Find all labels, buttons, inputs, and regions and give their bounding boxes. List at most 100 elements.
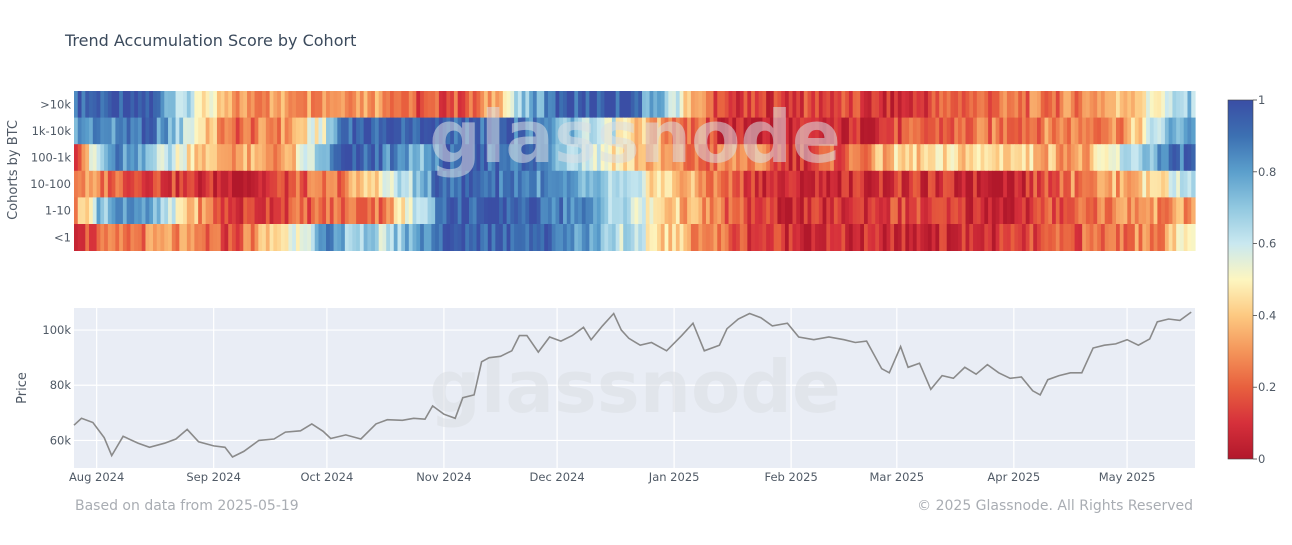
heatmap-cell [894, 144, 899, 172]
heatmap-cell [867, 197, 873, 225]
heatmap-cell [969, 91, 974, 118]
heatmap-cell [536, 144, 542, 172]
heatmap-cell [1100, 170, 1106, 198]
heatmap-cell [897, 117, 903, 145]
heatmap-cell [657, 91, 662, 118]
heatmap-cell [781, 224, 786, 251]
heatmap-cell [826, 170, 831, 198]
heatmap-cell [1104, 144, 1110, 172]
heatmap-cell [446, 224, 451, 251]
heatmap-cell [322, 224, 327, 251]
heatmap-cell [705, 170, 711, 198]
heatmap-cell [295, 117, 301, 145]
heatmap-cell [405, 170, 410, 198]
heatmap-cell [401, 117, 406, 145]
heatmap-cell [1138, 170, 1143, 198]
heatmap-cell [600, 91, 605, 118]
heatmap-cell [781, 197, 786, 225]
heatmap-cell [1059, 91, 1064, 118]
heatmap-cell [623, 144, 628, 172]
colorbar-tick-label: 1 [1258, 93, 1265, 107]
heatmap-cell [890, 170, 895, 198]
heatmap-cell [367, 197, 372, 225]
heatmap-cell [608, 224, 613, 251]
heatmap-cell [243, 197, 248, 225]
heatmap-cell [1059, 144, 1064, 172]
heatmap-cell [1085, 197, 1091, 225]
heatmap-cell [134, 144, 139, 172]
heatmap-cell [333, 117, 338, 145]
heatmap-cell [510, 197, 515, 225]
heatmap-cell [1112, 170, 1117, 198]
heatmap-cell [510, 224, 515, 251]
heatmap-cell [476, 91, 481, 118]
heatmap-cell [314, 170, 320, 198]
heatmap-cell [848, 117, 854, 145]
heatmap-cell [529, 197, 534, 225]
heatmap-cell [807, 224, 812, 251]
heatmap-cell [615, 117, 621, 145]
heatmap-cell [81, 170, 86, 198]
heatmap-cell [927, 117, 933, 145]
heatmap-cell [1161, 197, 1166, 225]
heatmap-cell [450, 170, 455, 198]
heatmap-cell [220, 197, 226, 225]
heatmap-cell [130, 117, 135, 145]
heatmap-cell [1055, 117, 1061, 145]
heatmap-cell [901, 170, 906, 198]
heatmap-cell [149, 117, 154, 145]
heatmap-cell [484, 197, 489, 225]
heatmap-cell [468, 144, 474, 172]
heatmap-cell [280, 117, 286, 145]
heatmap-cell [1040, 117, 1046, 145]
heatmap-cell [792, 197, 797, 225]
heatmap-cell [517, 197, 523, 225]
heatmap-cell [284, 224, 290, 251]
heatmap-cell [156, 117, 162, 145]
heatmap-cell [660, 91, 666, 118]
heatmap-cell [1082, 117, 1087, 145]
heatmap-cell [247, 197, 252, 225]
heatmap-cell [882, 117, 888, 145]
heatmap-cell [762, 170, 767, 198]
chart-title: Trend Accumulation Score by Cohort [64, 31, 356, 50]
heatmap-cell [183, 170, 188, 198]
heatmap-cell [638, 144, 643, 172]
heatmap-cell [1138, 117, 1143, 145]
heatmap-cell [416, 91, 421, 118]
heatmap-cell [660, 197, 666, 225]
heatmap-cell [1063, 117, 1068, 145]
heatmap-cell [1123, 91, 1128, 118]
heatmap-cell [777, 224, 782, 251]
heatmap-cell [1006, 224, 1012, 251]
heatmap-cell [705, 224, 711, 251]
heatmap-cell [830, 117, 835, 145]
heatmap-cell [269, 117, 274, 145]
heatmap-cell [818, 197, 824, 225]
heatmap-cell [427, 197, 432, 225]
heatmap-cell [164, 170, 169, 198]
heatmap-cell [277, 91, 282, 118]
heatmap-cell [999, 91, 1004, 118]
heatmap-cell [420, 224, 425, 251]
heatmap-cell [988, 144, 993, 172]
heatmap-cell [1010, 197, 1016, 225]
heatmap-cell [423, 91, 429, 118]
heatmap-cell [1040, 144, 1046, 172]
heatmap-cell [1055, 91, 1061, 118]
heatmap-cell [608, 91, 613, 118]
heatmap-cell [1014, 170, 1019, 198]
heatmap-cell [209, 197, 214, 225]
heatmap-cell [653, 170, 658, 198]
heatmap-cell [728, 91, 733, 118]
heatmap-cell [811, 170, 816, 198]
heatmap-cell [657, 117, 662, 145]
heatmap-cell [134, 91, 139, 118]
heatmap-cell [687, 170, 692, 198]
heatmap-cell [984, 144, 989, 172]
heatmap-cell [754, 224, 760, 251]
heatmap-cell [299, 197, 305, 225]
heatmap-cell [1100, 117, 1106, 145]
heatmap-cell [250, 197, 256, 225]
heatmap-cell [1018, 117, 1023, 145]
